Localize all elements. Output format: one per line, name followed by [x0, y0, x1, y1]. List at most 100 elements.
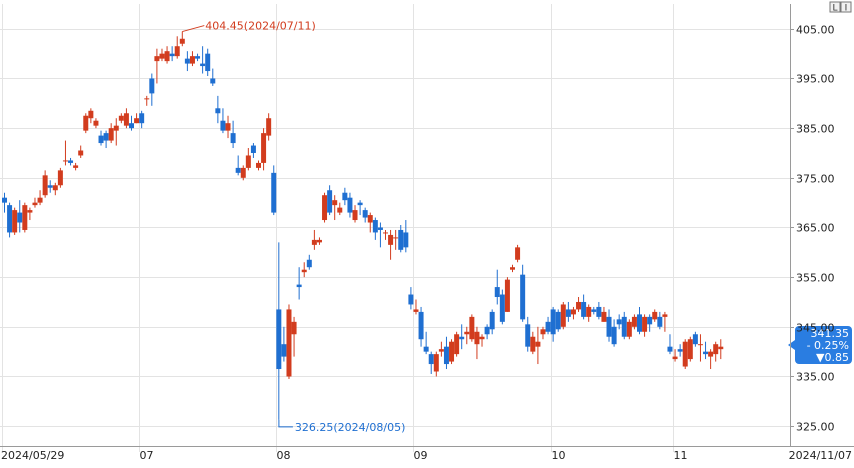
candles — [2, 31, 724, 420]
candle-body — [27, 210, 33, 213]
candle — [494, 269, 500, 305]
candle-body — [357, 202, 363, 206]
candle — [57, 167, 63, 188]
candle-body — [591, 309, 597, 312]
candle — [159, 48, 165, 62]
candle — [352, 205, 358, 223]
candle — [286, 304, 292, 379]
candle — [332, 195, 338, 221]
candle — [37, 190, 43, 206]
candle — [184, 51, 190, 72]
candle — [443, 336, 449, 370]
candle — [631, 314, 637, 330]
candle-body — [443, 346, 449, 365]
candle-body — [362, 210, 368, 218]
candle — [250, 143, 256, 158]
candle-body — [113, 125, 119, 131]
candle-body — [261, 133, 267, 163]
candle — [718, 339, 724, 360]
candle-body — [276, 309, 282, 370]
candle-body — [383, 232, 388, 234]
candle — [276, 242, 282, 420]
candle — [22, 202, 28, 233]
candle — [32, 197, 38, 208]
candle — [2, 192, 7, 213]
candle — [235, 155, 241, 176]
candle — [647, 314, 653, 332]
candle — [271, 165, 277, 216]
candle-body — [281, 344, 287, 357]
candle — [611, 319, 617, 347]
candle-body — [337, 207, 343, 213]
candle — [174, 36, 180, 59]
candle — [322, 192, 328, 223]
candle — [220, 108, 226, 134]
candle-body — [372, 220, 378, 233]
candle — [123, 108, 129, 129]
candle — [525, 316, 531, 352]
candle-body — [697, 344, 703, 346]
candle — [281, 326, 287, 362]
candle-body — [200, 63, 206, 67]
candle-body — [672, 356, 678, 360]
candle — [17, 200, 23, 233]
candle — [154, 48, 160, 84]
candle — [388, 229, 394, 260]
candle — [418, 306, 424, 347]
candle — [621, 311, 627, 340]
candle-body — [393, 237, 399, 239]
candle — [581, 294, 587, 320]
candle-body — [581, 301, 587, 317]
candle-body — [291, 321, 297, 335]
last-price-badge-pointer — [788, 340, 795, 350]
corner-button[interactable]: I — [840, 1, 852, 14]
x-tick-label: 11 — [674, 449, 688, 462]
candle-body — [682, 341, 688, 367]
candle — [703, 341, 709, 360]
candle — [377, 222, 383, 248]
candle — [311, 229, 317, 250]
candle — [164, 46, 170, 64]
candle — [98, 130, 104, 146]
candle-body — [565, 309, 571, 317]
x-tick-label: 09 — [414, 449, 428, 462]
candle — [296, 267, 302, 300]
candle — [103, 130, 109, 149]
candle-body — [98, 135, 104, 144]
candle — [266, 113, 272, 141]
candle-body — [169, 53, 175, 57]
candle-body — [220, 120, 226, 131]
candle — [423, 331, 429, 355]
candle — [134, 113, 140, 124]
candle — [205, 48, 211, 77]
candle-body — [83, 115, 89, 131]
candle — [626, 319, 632, 340]
candle-body — [637, 314, 642, 332]
candle — [113, 118, 119, 146]
candle — [83, 113, 89, 134]
candle-body — [159, 53, 165, 59]
candle-body — [718, 346, 724, 350]
x-tick-label: 08 — [277, 449, 291, 462]
candle — [545, 316, 551, 335]
candle — [479, 334, 485, 347]
candle-body — [626, 321, 632, 337]
candle-body — [93, 120, 99, 126]
candle-body — [12, 210, 18, 233]
candle-body — [586, 306, 592, 317]
candle — [357, 200, 363, 216]
candle-body — [68, 160, 74, 163]
candle — [230, 120, 236, 149]
candle-body — [164, 51, 170, 62]
candle-body — [149, 78, 155, 94]
candle — [78, 145, 84, 158]
candle — [591, 306, 597, 315]
candle — [616, 314, 622, 330]
candle-body — [520, 274, 526, 320]
candle-body — [474, 331, 480, 345]
corner-button[interactable]: L — [829, 1, 841, 14]
candle — [47, 180, 53, 193]
candle — [301, 262, 307, 278]
candle-body — [52, 185, 58, 191]
